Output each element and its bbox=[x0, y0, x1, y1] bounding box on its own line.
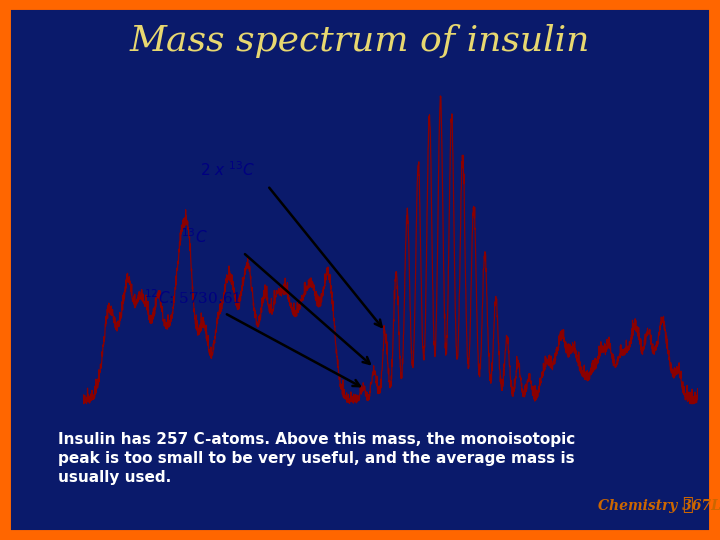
Text: Chemistry 367L/392N: Chemistry 367L/392N bbox=[598, 499, 720, 513]
Text: usually used.: usually used. bbox=[58, 470, 171, 485]
Text: $^{12}C$: 5730.61: $^{12}C$: 5730.61 bbox=[145, 288, 242, 307]
Text: Mass spectrum of insulin: Mass spectrum of insulin bbox=[130, 24, 590, 58]
Text: Insulin has 257 C-atoms. Above this mass, the monoisotopic: Insulin has 257 C-atoms. Above this mass… bbox=[58, 432, 575, 447]
Text: $^{13}C$: $^{13}C$ bbox=[181, 227, 208, 246]
Text: $2\ x\ ^{13}C$: $2\ x\ ^{13}C$ bbox=[199, 161, 255, 179]
Text: 🦢: 🦢 bbox=[683, 496, 693, 514]
Text: peak is too small to be very useful, and the average mass is: peak is too small to be very useful, and… bbox=[58, 451, 575, 466]
